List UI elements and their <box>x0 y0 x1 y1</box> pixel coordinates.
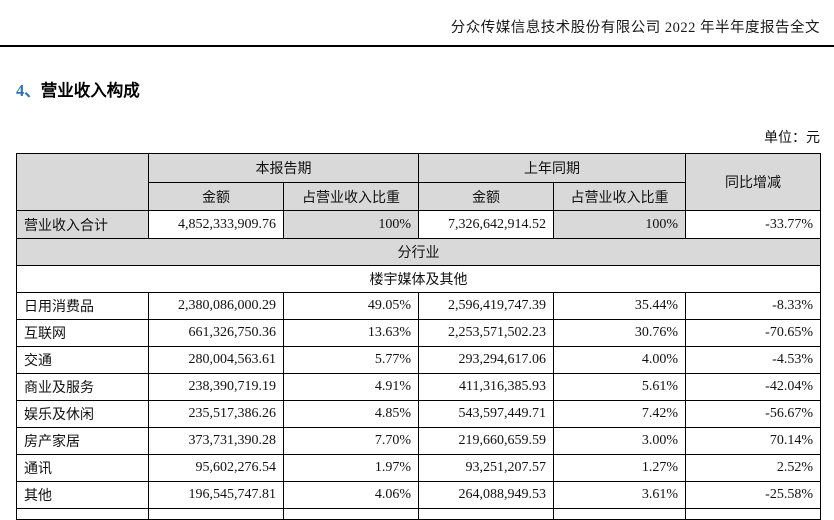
cell-yoy: -42.04% <box>685 373 821 401</box>
cell-prev-pct: 3.00% <box>553 427 686 455</box>
cell-prev-amount: 7,326,642,914.52 <box>418 210 554 239</box>
cell-prev-pct: 35.44% <box>553 292 686 320</box>
cell-yoy: 70.14% <box>685 427 821 455</box>
cell-cur-pct: 4.85% <box>283 400 419 428</box>
cell-yoy: -33.77% <box>685 210 821 239</box>
row-label: 营业收入合计 <box>16 210 149 239</box>
header-prior-period: 上年同期 <box>418 153 686 183</box>
cell-prev-amount: 2,596,419,747.39 <box>418 292 554 320</box>
cell-yoy: -56.67% <box>685 400 821 428</box>
cell-prev-pct: 4.00% <box>553 346 686 374</box>
cell-cur-pct: 1.97% <box>283 454 419 482</box>
header-current-period: 本报告期 <box>148 153 419 183</box>
table-row: 互联网 661,326,750.36 13.63% 2,253,571,502.… <box>16 319 821 347</box>
header-blank-cell <box>16 153 149 211</box>
cell-cur-amount: 196,545,747.81 <box>148 481 284 509</box>
header-prev-pct: 占营业收入比重 <box>553 182 686 211</box>
header-yoy-change: 同比增减 <box>685 153 821 211</box>
row-label: 交通 <box>16 346 149 374</box>
group-label: 分行业 <box>16 238 821 266</box>
group-row-by-industry: 分行业 <box>16 238 821 266</box>
row-label: 日用消费品 <box>16 292 149 320</box>
header-cur-pct: 占营业收入比重 <box>283 182 419 211</box>
cell-prev-pct: 3.61% <box>553 481 686 509</box>
row-label: 互联网 <box>16 319 149 347</box>
table-row: 房产家居 373,731,390.28 7.70% 219,660,659.59… <box>16 427 821 455</box>
table-row: 娱乐及休闲 235,517,386.26 4.85% 543,597,449.7… <box>16 400 821 428</box>
cell-yoy: -70.65% <box>685 319 821 347</box>
cell-cur-pct: 4.91% <box>283 373 419 401</box>
cell-cur-amount: 661,326,750.36 <box>148 319 284 347</box>
cell-yoy: 2.52% <box>685 454 821 482</box>
row-label: 其他 <box>16 481 149 509</box>
cell-cur-amount: 95,602,276.54 <box>148 454 284 482</box>
row-label: 房产家居 <box>16 427 149 455</box>
table-row: 商业及服务 238,390,719.19 4.91% 411,316,385.9… <box>16 373 821 401</box>
cell-prev-amount: 2,253,571,502.23 <box>418 319 554 347</box>
section-number: 4、 <box>16 81 41 100</box>
row-label: 商业及服务 <box>16 373 149 401</box>
table-row: 日用消费品 2,380,086,000.29 49.05% 2,596,419,… <box>16 292 821 320</box>
section-title-text: 营业收入构成 <box>40 82 140 100</box>
cell-prev-amount: 93,251,207.57 <box>418 454 554 482</box>
table-row-cutoff <box>16 508 821 520</box>
table-row: 其他 196,545,747.81 4.06% 264,088,949.53 3… <box>16 481 821 509</box>
revenue-composition-table: 本报告期 上年同期 同比增减 金额 占营业收入比重 金额 占营业收入比重 营业收… <box>16 153 821 520</box>
cell-cur-amount: 235,517,386.26 <box>148 400 284 428</box>
document-header: 分众传媒信息技术股份有限公司 2022 年半年度报告全文 <box>450 20 820 36</box>
cell-cur-pct: 4.06% <box>283 481 419 509</box>
cell-prev-amount: 293,294,617.06 <box>418 346 554 374</box>
cell-prev-pct: 100% <box>553 210 686 239</box>
header-divider <box>0 45 834 47</box>
cell-cur-pct: 100% <box>283 210 419 239</box>
group-row-building-media: 楼宇媒体及其他 <box>16 265 821 293</box>
cell-cur-amount: 280,004,563.61 <box>148 346 284 374</box>
cell-yoy: -4.53% <box>685 346 821 374</box>
cell-prev-pct: 5.61% <box>553 373 686 401</box>
table-header-row-1: 本报告期 上年同期 同比增减 <box>16 153 821 211</box>
cell-prev-pct: 7.42% <box>553 400 686 428</box>
cell-prev-amount: 543,597,449.71 <box>418 400 554 428</box>
cell-prev-amount: 264,088,949.53 <box>418 481 554 509</box>
header-cur-amount: 金额 <box>148 182 284 211</box>
group-label: 楼宇媒体及其他 <box>16 265 821 293</box>
cell-yoy: -25.58% <box>685 481 821 509</box>
cell-prev-pct: 30.76% <box>553 319 686 347</box>
cell-cur-amount: 238,390,719.19 <box>148 373 284 401</box>
unit-label: 单位：元 <box>764 131 820 146</box>
total-revenue-row: 营业收入合计 4,852,333,909.76 100% 7,326,642,9… <box>16 210 821 239</box>
cell-cur-amount: 373,731,390.28 <box>148 427 284 455</box>
cell-prev-pct: 1.27% <box>553 454 686 482</box>
cell-cur-pct: 13.63% <box>283 319 419 347</box>
cell-prev-amount: 411,316,385.93 <box>418 373 554 401</box>
cell-cur-amount: 2,380,086,000.29 <box>148 292 284 320</box>
row-label: 娱乐及休闲 <box>16 400 149 428</box>
cell-cur-amount: 4,852,333,909.76 <box>148 210 284 239</box>
cell-cur-pct: 7.70% <box>283 427 419 455</box>
cell-prev-amount: 219,660,659.59 <box>418 427 554 455</box>
cell-yoy: -8.33% <box>685 292 821 320</box>
row-label: 通讯 <box>16 454 149 482</box>
table-header-row-2: 金额 占营业收入比重 金额 占营业收入比重 <box>17 182 821 211</box>
table-row: 交通 280,004,563.61 5.77% 293,294,617.06 4… <box>16 346 821 374</box>
cell-cur-pct: 5.77% <box>283 346 419 374</box>
cell-cur-pct: 49.05% <box>283 292 419 320</box>
section-title: 4、营业收入构成 <box>16 77 834 101</box>
header-prev-amount: 金额 <box>418 182 554 211</box>
table-row: 通讯 95,602,276.54 1.97% 93,251,207.57 1.2… <box>16 454 821 482</box>
